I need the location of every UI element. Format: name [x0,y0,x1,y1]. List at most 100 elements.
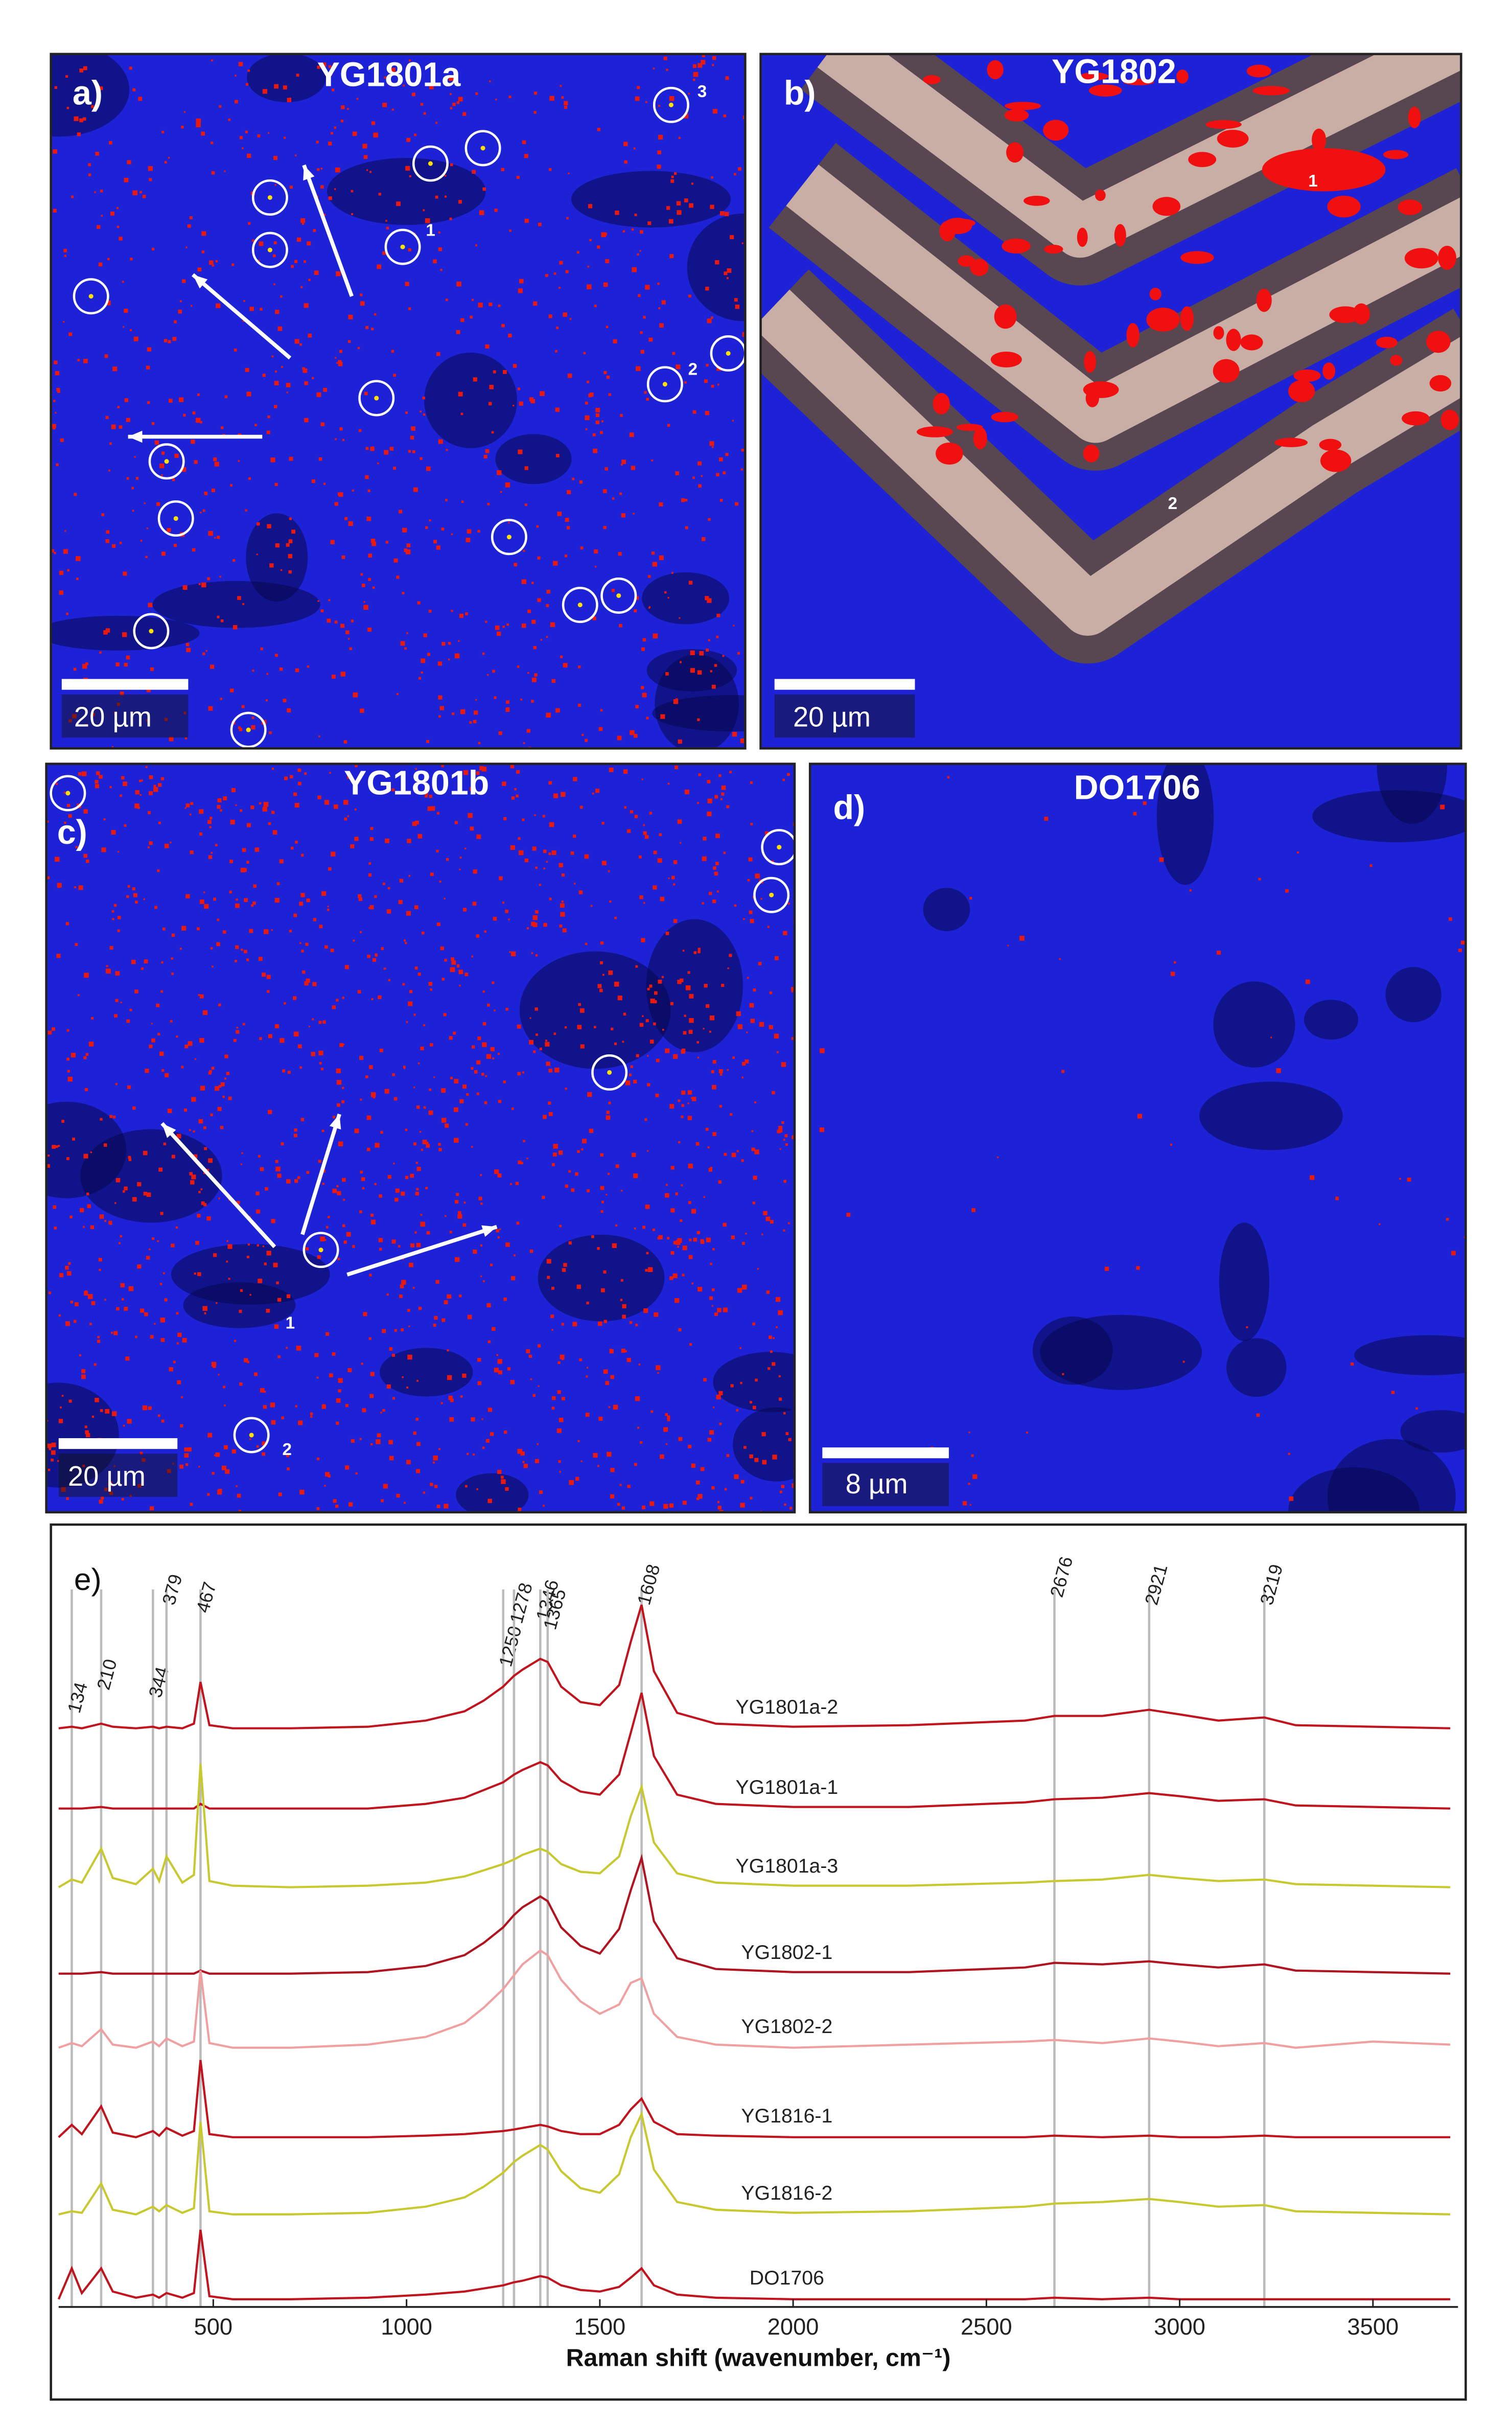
carbon-speckle [696,1041,700,1044]
carbon-speckle [438,715,441,718]
carbon-speckle [61,1120,65,1123]
carbon-speckle [682,1048,686,1052]
carbon-speckle [295,668,299,673]
carbon-speckle [769,1025,773,1029]
carbon-speckle [436,545,440,550]
carbon-speckle [691,1282,694,1284]
image-panel: 12 [46,764,795,1512]
carbon-speckle [391,1239,396,1244]
carbon-speckle [447,1375,452,1380]
carbon-speckle [123,571,127,576]
carbon-speckle [293,792,297,796]
carbon-speckle [723,114,727,118]
carbon-speckle [595,413,600,418]
arrow [346,1225,498,1277]
carbon-speckle [770,1220,774,1224]
carbon-speckle [320,1236,325,1242]
carbon-speckle [423,633,427,637]
carbon-speckle [219,105,222,108]
carbon-speckle [391,1353,396,1357]
carbon-speckle [308,1026,310,1028]
carbon-speckle [370,1219,376,1225]
analysis-spot [73,278,109,315]
carbon-speckle [111,829,116,835]
carbon-speckle [139,794,142,796]
carbon-speckle [273,283,275,286]
carbon-speckle [74,493,77,496]
carbon-speckle [640,1441,643,1444]
carbon-speckle [721,792,725,796]
dark-region [51,615,200,651]
carbon-blob [1288,380,1315,403]
carbon-speckle [561,792,566,797]
carbon-speckle [202,1010,208,1016]
carbon-speckle [246,391,251,397]
carbon-speckle [657,282,660,285]
carbon-speckle [699,651,704,656]
carbon-speckle [731,1152,736,1158]
carbon-speckle [182,279,186,283]
carbon-speckle [217,615,220,618]
carbon-speckle [182,1337,187,1343]
carbon-speckle [701,475,703,477]
carbon-speckle [730,1384,734,1388]
carbon-speckle [61,1395,64,1397]
carbon-speckle [595,789,600,793]
carbon-speckle [391,788,395,792]
carbon-speckle [615,1224,618,1227]
carbon-speckle [213,1253,217,1257]
carbon-speckle [681,1184,683,1187]
carbon-speckle [298,238,300,240]
carbon-speckle [305,942,309,946]
carbon-speckle [687,1102,689,1104]
carbon-speckle [142,1458,146,1462]
carbon-speckle [370,538,376,543]
carbon-speckle [242,848,246,852]
carbon-speckle [641,1505,646,1510]
carbon-speckle [693,72,699,77]
carbon-speckle [671,572,673,574]
carbon-speckle [477,1358,481,1362]
carbon-speckle [462,1373,467,1378]
carbon-speckle [697,1494,703,1499]
spot-center [149,629,154,634]
dark-region [1226,1338,1287,1397]
carbon-speckle [237,1493,241,1498]
carbon-speckle [76,578,79,580]
carbon-speckle [574,883,576,885]
carbon-blob [1376,336,1398,349]
carbon-speckle [220,426,224,429]
carbon-speckle [477,1381,482,1386]
carbon-speckle [465,1123,468,1126]
carbon-speckle [502,626,505,628]
carbon-speckle [706,1237,711,1242]
carbon-speckle [514,788,517,791]
carbon-speckle [416,1188,419,1191]
carbon-speckle [580,1044,585,1049]
carbon-blob [1322,362,1336,380]
carbon-speckle [138,97,143,101]
carbon-speckle [299,1066,302,1069]
carbon-speckle [289,456,293,461]
image-panel: 12 [760,54,1461,749]
carbon-speckle [230,484,232,487]
carbon-speckle [145,1069,149,1073]
carbon-speckle [235,100,238,104]
carbon-speckle [750,1019,755,1023]
carbon-speckle [210,664,215,669]
carbon-speckle [415,820,419,825]
carbon-speckle [141,967,144,970]
carbon-speckle [402,1258,404,1260]
dark-region [379,1348,473,1397]
carbon-speckle [621,1189,623,1192]
carbon-speckle [289,186,293,189]
carbon-speckle [327,906,329,908]
carbon-speckle [551,1406,555,1410]
spot-center [246,727,251,732]
carbon-speckle [449,217,452,220]
carbon-speckle [403,84,405,87]
carbon-speckle [537,556,541,560]
carbon-speckle [480,1203,483,1205]
carbon-speckle [407,1354,412,1360]
carbon-speckle [449,1036,453,1040]
